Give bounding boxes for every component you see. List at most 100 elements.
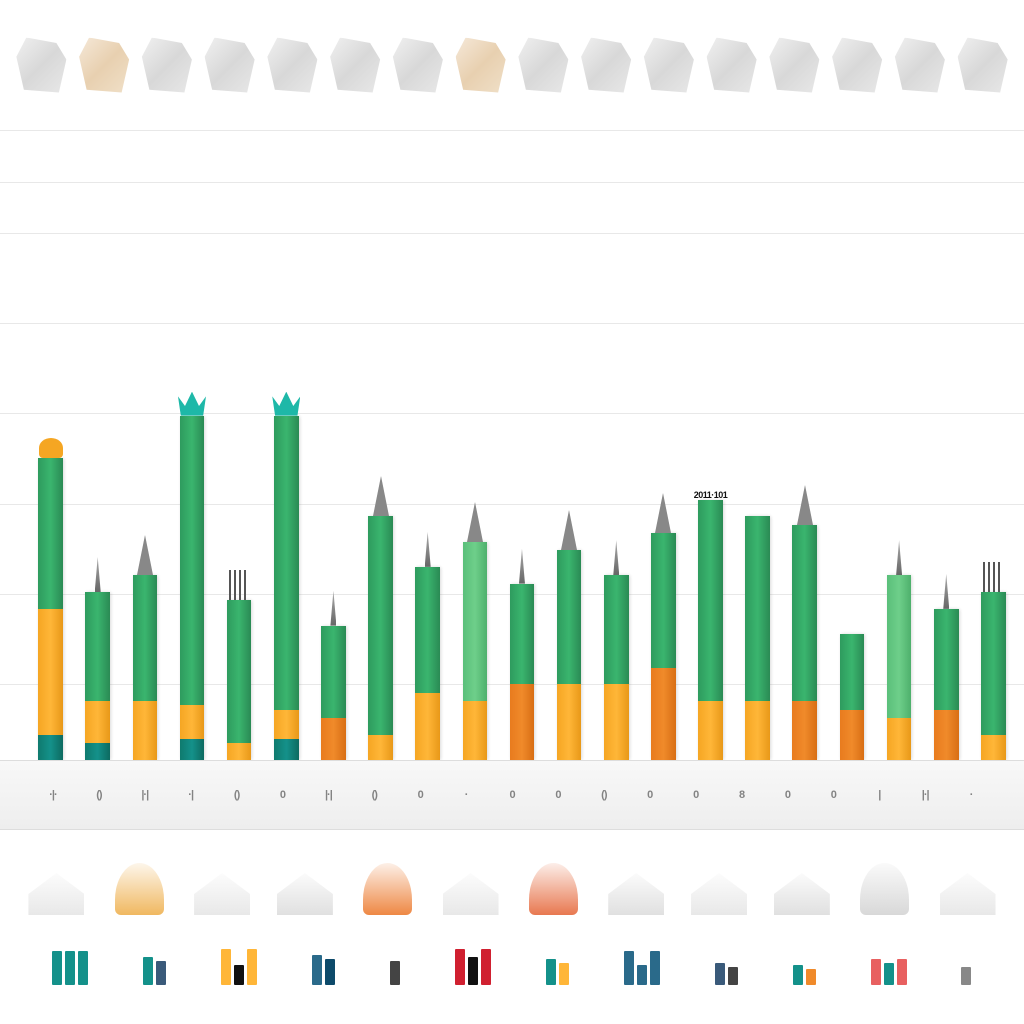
point-icon [95, 557, 101, 592]
bar-segment [510, 684, 535, 760]
legend-swatch [728, 967, 738, 985]
point-icon [519, 549, 525, 584]
stacked-bar [180, 416, 205, 760]
building-silhouette [767, 845, 837, 915]
bar-segment [415, 693, 440, 760]
legend-swatch [52, 951, 62, 985]
legend-swatch [221, 949, 231, 985]
building-silhouette [353, 845, 423, 915]
point-icon [613, 540, 619, 575]
spire-icon [137, 535, 153, 575]
gridline [0, 182, 1024, 183]
stacked-bar [38, 458, 63, 760]
bar-segment [934, 710, 959, 760]
axis-tick-label: 0 [627, 789, 673, 801]
point-icon [425, 532, 431, 567]
top-paper-shape [644, 38, 694, 93]
bar-segment [274, 416, 299, 710]
top-paper-shape [205, 38, 255, 93]
top-paper-shape [267, 38, 317, 93]
axis-tick-label: | [856, 789, 902, 801]
axis-tick-label: () [76, 789, 122, 801]
bar-group [124, 340, 165, 760]
legend-cluster [143, 940, 166, 985]
bar-segment [745, 516, 770, 701]
stacked-bar [85, 592, 110, 760]
legend-swatch [247, 949, 257, 985]
antenna-icon [229, 570, 249, 600]
bar-group [30, 340, 71, 760]
bar-group [831, 340, 872, 760]
bar-group [360, 340, 401, 760]
axis-tick-label: () [351, 789, 397, 801]
legend-swatch [325, 959, 335, 985]
bar-segment [133, 701, 158, 760]
bar-segment [85, 592, 110, 701]
legend-swatch [156, 961, 166, 985]
axis-tick-label: () [581, 789, 627, 801]
top-paper-shape [769, 38, 819, 93]
legend-swatch [793, 965, 803, 985]
bar-segment [38, 609, 63, 735]
stacked-bar [651, 533, 676, 760]
stacked-bar: 2011·101 [698, 500, 723, 760]
axis-tick-label: |·| [902, 789, 948, 801]
bar-group [77, 340, 118, 760]
bar-segment [415, 567, 440, 693]
axis-tick-label: · [948, 789, 994, 801]
bar-group [737, 340, 778, 760]
bar-segment [180, 705, 205, 739]
axis-tick-label: ·|· [30, 789, 76, 801]
top-paper-shape [895, 38, 945, 93]
stacked-bar [321, 626, 346, 760]
bar-group [973, 340, 1014, 760]
legend-cluster [52, 940, 88, 985]
top-paper-shape [79, 38, 129, 93]
bar-segment [463, 701, 488, 760]
gridline [0, 130, 1024, 131]
dome-icon [39, 438, 63, 458]
spire-icon [373, 476, 389, 516]
stacked-bar [510, 584, 535, 760]
stacked-bar [745, 516, 770, 760]
bar-segment [840, 634, 865, 710]
legend-swatch [78, 951, 88, 985]
bar-group [313, 340, 354, 760]
legend-cluster [455, 940, 491, 985]
bar-segment [38, 735, 63, 760]
legend-cluster [390, 940, 400, 985]
bar-segment [133, 575, 158, 701]
top-paper-shape [832, 38, 882, 93]
bar-segment [604, 684, 629, 760]
point-icon [896, 540, 902, 575]
axis-tick-label: 0 [397, 789, 443, 801]
bar-segment [368, 516, 393, 734]
bar-segment [981, 592, 1006, 735]
top-paper-shape [518, 38, 568, 93]
bar-group [266, 340, 307, 760]
legend-swatch [468, 957, 478, 985]
axis-tick-label: 0 [673, 789, 719, 801]
bar-segment [604, 575, 629, 684]
building-silhouette [187, 845, 257, 915]
bar-group [454, 340, 495, 760]
legend-swatch [806, 969, 816, 985]
bar-group [879, 340, 920, 760]
building-silhouette [684, 845, 754, 915]
axis-label-strip: ·|·()|·|·|()0|·|()0·00()00800||·|· [0, 760, 1024, 830]
building-silhouette [21, 845, 91, 915]
building-silhouette [601, 845, 671, 915]
bar-segment [698, 701, 723, 760]
stacked-bar [463, 542, 488, 760]
legend-swatch [559, 963, 569, 985]
top-decoration-row [0, 30, 1024, 100]
legend-swatch [871, 959, 881, 985]
bar-segment [85, 701, 110, 743]
bar-group [549, 340, 590, 760]
legend-cluster [624, 940, 660, 985]
gridline [0, 233, 1024, 234]
legend-swatch [884, 963, 894, 985]
bar-segment [887, 718, 912, 760]
badge-topper: 2011·101 [694, 490, 728, 500]
stacked-bar [887, 575, 912, 760]
